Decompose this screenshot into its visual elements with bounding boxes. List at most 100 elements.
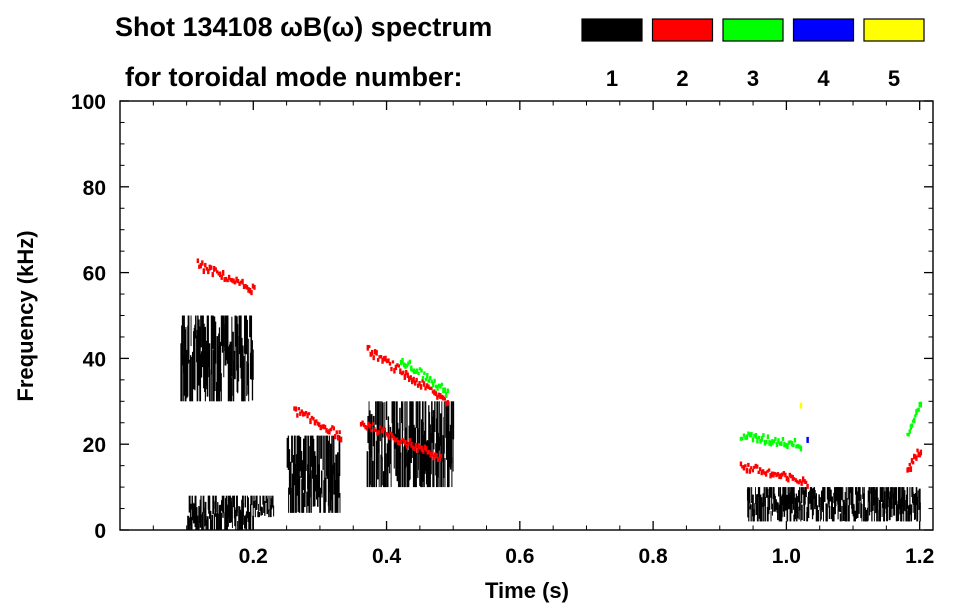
spectral-mark (388, 361, 392, 366)
spectral-mark (768, 440, 771, 446)
spectral-mark (210, 520, 212, 530)
spectral-mark (787, 440, 791, 445)
spectral-mark (223, 277, 226, 282)
spectral-mark (756, 494, 758, 515)
spectral-mark (452, 426, 454, 472)
spectral-mark (443, 401, 445, 454)
spectral-mark (756, 437, 759, 444)
spectral-mark (376, 358, 380, 362)
spectral-mark (198, 264, 201, 269)
spectral-mark (916, 499, 919, 518)
spectral-mark (197, 515, 199, 530)
spectral-mark (194, 324, 196, 391)
spectral-mark (210, 265, 213, 270)
spectral-mark (764, 487, 766, 507)
spectral-mark (767, 468, 771, 472)
spectral-mark (326, 435, 329, 479)
spectral-mark (255, 495, 258, 510)
spectral-mark (191, 351, 194, 402)
spectral-mark (202, 495, 205, 513)
spectral-mark (397, 364, 401, 368)
spectral-mark (437, 432, 439, 478)
spectral-mark (778, 441, 782, 446)
spectral-mark (441, 401, 443, 463)
spectral-mark (359, 421, 363, 427)
spectral-mark (409, 411, 411, 480)
spectral-mark (310, 470, 312, 513)
spectral-mark (371, 349, 374, 356)
spectral-mark (291, 435, 293, 463)
spectral-mark (887, 487, 889, 502)
spectral-mark (435, 452, 438, 459)
spectral-mark (451, 457, 453, 488)
spectral-mark (903, 487, 905, 511)
spectral-mark (423, 444, 426, 450)
spectral-mark (802, 487, 804, 495)
spectral-mark (431, 381, 435, 388)
spectral-mark (869, 487, 871, 494)
spectral-mark (368, 345, 371, 349)
spectral-mark (428, 386, 432, 390)
spectral-mark (795, 444, 798, 449)
spectral-mark (260, 506, 263, 515)
spectral-mark (763, 487, 765, 499)
series-4 (806, 436, 809, 443)
spectral-mark (433, 452, 437, 458)
spectral-mark (249, 315, 251, 338)
spectral-mark (756, 464, 759, 469)
spectral-mark (368, 410, 371, 488)
spectral-mark (208, 343, 211, 378)
spectral-mark (371, 422, 375, 426)
spectral-mark (435, 443, 437, 476)
spectral-mark (828, 487, 830, 508)
spectral-mark (777, 438, 780, 444)
spectral-mark (384, 355, 387, 362)
spectral-mark (300, 451, 303, 478)
spectral-mark (745, 434, 749, 440)
spectral-mark (865, 509, 868, 522)
spectral-mark (785, 475, 789, 482)
spectral-mark (196, 258, 200, 264)
spectral-mark (399, 359, 403, 366)
spectral-mark (392, 435, 395, 441)
spectral-mark (432, 410, 435, 450)
spectral-mark (208, 264, 211, 271)
spectral-mark (798, 444, 801, 449)
spectral-mark (226, 315, 228, 361)
spectral-mark (857, 487, 859, 502)
spectral-mark (445, 401, 447, 438)
spectral-mark (413, 446, 416, 452)
spectral-mark (909, 487, 911, 515)
spectral-mark (203, 323, 205, 389)
spectral-mark (429, 411, 431, 488)
spectral-mark (792, 443, 795, 448)
spectral-mark (206, 516, 209, 530)
spectral-mark (445, 392, 448, 398)
spectral-mark (427, 379, 430, 383)
spectral-mark (253, 285, 256, 290)
spectral-mark (774, 436, 777, 441)
spectral-mark (411, 368, 414, 373)
spectral-mark (423, 371, 426, 375)
spectral-mark (223, 495, 225, 514)
spectral-mark (365, 425, 369, 431)
spectral-mark (779, 473, 783, 480)
spectral-mark (436, 401, 439, 436)
spectral-mark (417, 371, 420, 376)
spectral-mark (887, 487, 890, 499)
spectral-mark (238, 281, 241, 286)
spectral-mark (373, 427, 376, 432)
spectral-mark (224, 512, 226, 530)
spectral-mark (771, 503, 773, 516)
spectral-mark (338, 430, 341, 435)
spectral-mark (755, 487, 757, 505)
spectral-mark (858, 487, 860, 514)
spectral-mark (417, 443, 421, 449)
spectral-mark (919, 401, 923, 408)
spectral-mark (242, 284, 246, 290)
spectral-mark (205, 514, 207, 530)
spectral-mark (439, 453, 443, 459)
spectral-mark (245, 511, 248, 530)
spectral-mark (849, 487, 851, 494)
spectral-mark (851, 487, 854, 514)
